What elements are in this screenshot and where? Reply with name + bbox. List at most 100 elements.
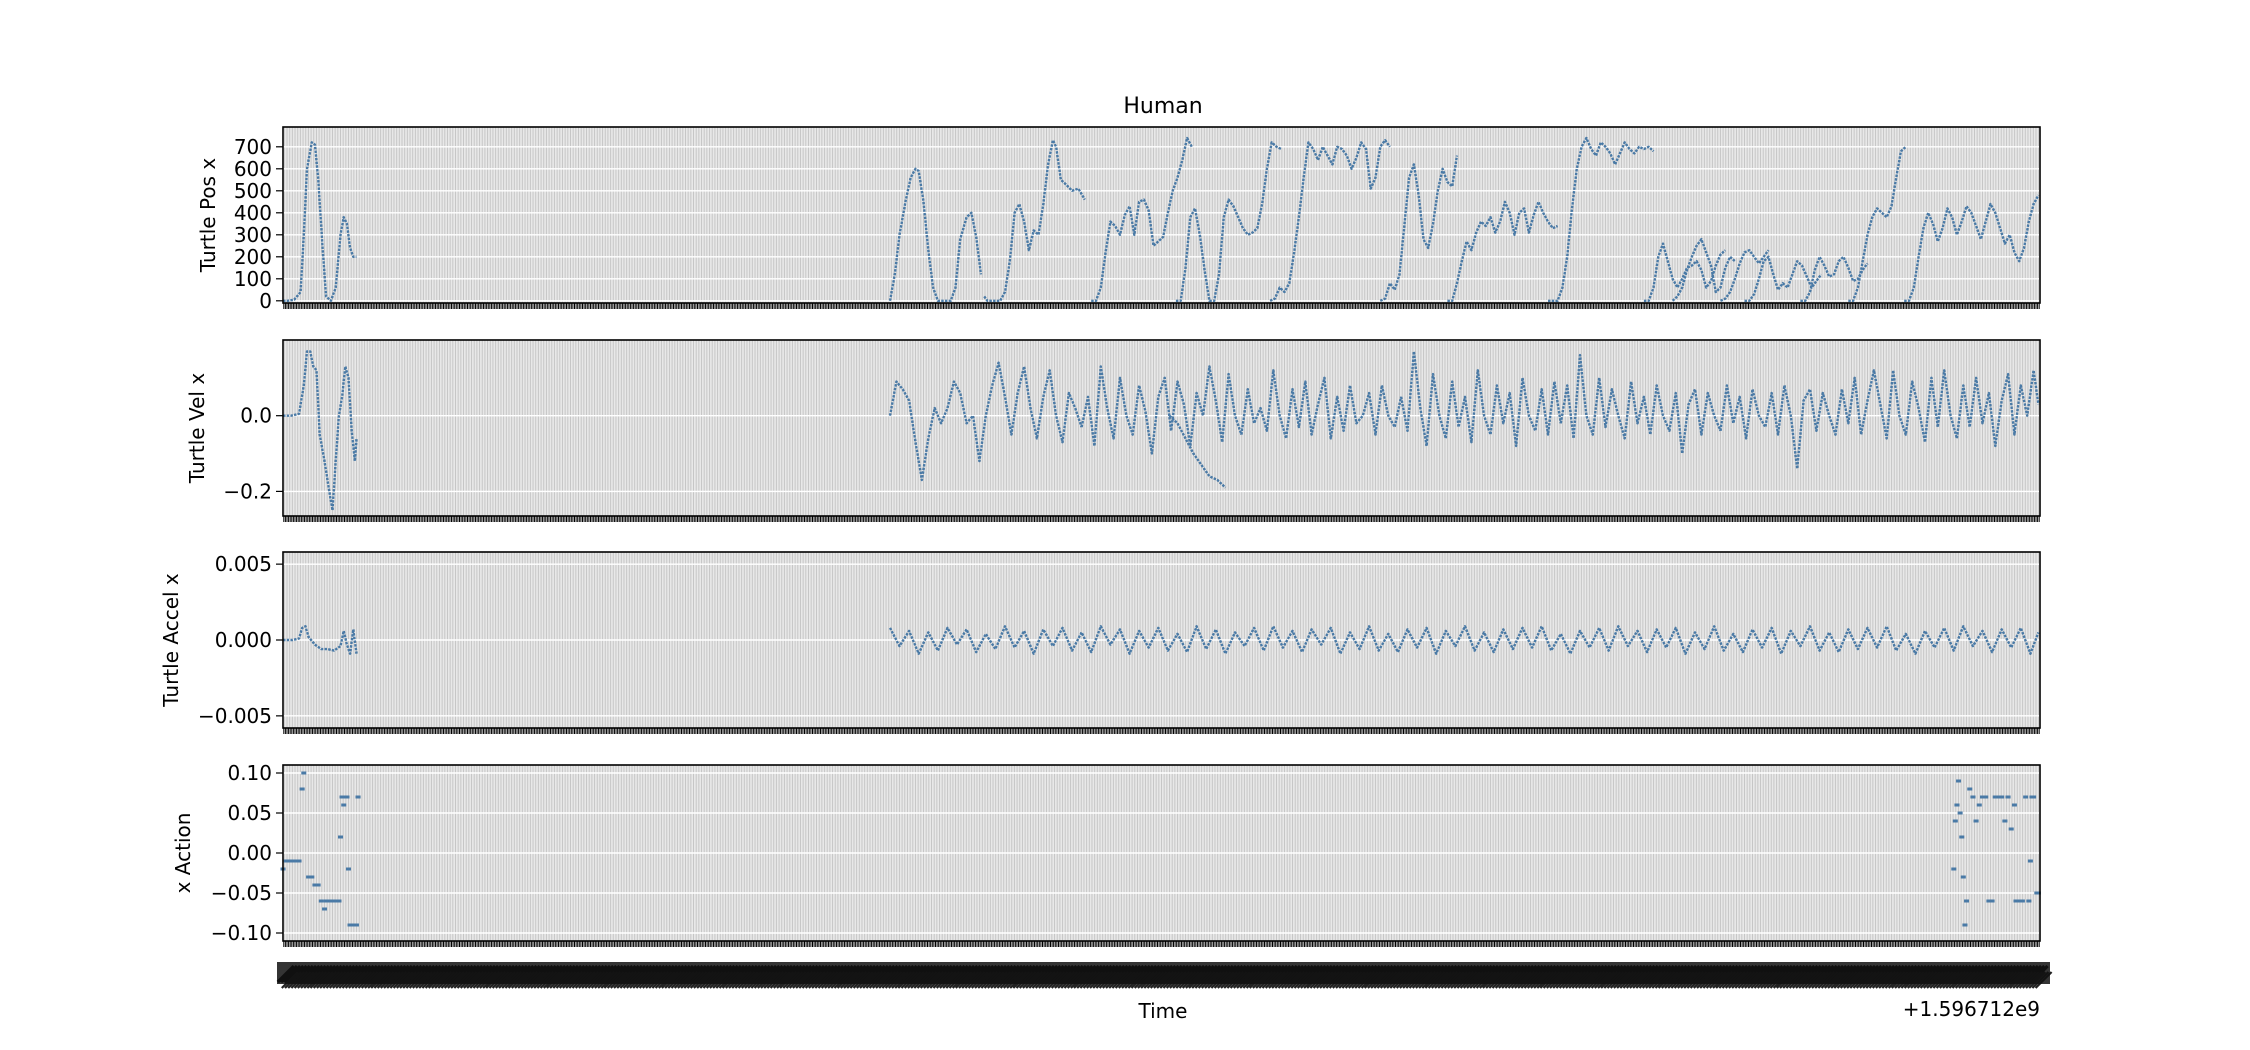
data-series-line [1744,255,1823,302]
subplot-4: −0.10 −0.05 0.00 0.05 0.10 x Action [171,761,2041,947]
y-tick-label: 100 [234,267,272,291]
y-axis-label: Turtle Pos x [196,158,220,274]
y-tick-label: 0.005 [215,552,272,576]
data-series-line [1643,242,1727,302]
y-tick-label: 0.05 [227,801,272,825]
data-point [1999,795,2005,799]
axes-frame [282,551,2041,729]
subplot-3: −0.005 0.000 0.005 Turtle Accel x [159,551,2041,734]
data-series-line [888,625,2040,655]
y-tick-label: 300 [234,223,272,247]
data-point [1959,835,1965,839]
data-point [345,867,351,871]
data-series-line [1548,136,1655,302]
data-series-line [1240,369,1403,440]
data-point [2013,899,2019,903]
data-point [2011,803,2017,807]
data-point [301,771,307,775]
data-point [1962,923,1968,927]
data-point [347,923,353,927]
data-point [344,795,350,799]
data-point [2005,795,2011,799]
y-tick-label: 0.10 [227,761,272,785]
data-point [286,859,292,863]
data-point [1960,875,1966,879]
data-point [2008,827,2014,831]
data-series-line [888,167,983,302]
subplot-2: −0.2 0.0 Turtle Vel x [185,339,2041,522]
y-tick-label: 400 [234,201,272,225]
data-point [312,883,318,887]
data-series-line [1719,369,1882,470]
y-tick-label: 200 [234,245,272,269]
data-series-line [283,350,358,512]
y-axis-label: Turtle Accel x [159,573,183,708]
data-series-line [1091,136,1193,302]
x-axis-offset-label: +1.596712e9 [1903,997,2040,1021]
data-series-line [1671,237,1736,302]
x-ticks [283,941,2040,947]
data-point [1995,795,2001,799]
data-point [338,835,344,839]
data-point [1986,899,1992,903]
data-series-line [1269,138,1391,302]
data-point [283,859,289,863]
data-series-line [1175,141,1282,302]
data-series-line [1447,200,1559,302]
data-point [1983,795,1989,799]
y-tick-label: −0.05 [211,881,272,905]
data-point [2027,859,2033,863]
data-point [2019,899,2025,903]
y-tick-label: 0 [259,289,272,313]
data-point [1967,787,1973,791]
y-axis-label: Turtle Vel x [185,373,209,484]
data-point [318,899,324,903]
data-series-line [1168,414,1227,489]
data-point [2035,891,2041,895]
data-point [341,803,347,807]
y-axis-label: x Action [171,813,195,894]
data-point [309,875,315,879]
axes-frame [282,764,2041,942]
data-series-line [1848,145,1907,302]
data-point [293,859,299,863]
axes-frame [282,339,2041,517]
data-point [1989,899,1995,903]
plot-area [283,127,2040,303]
data-point [1976,803,1982,807]
data-series-line [1080,365,1243,455]
data-point [2026,899,2032,903]
data-point [1979,795,1985,799]
data-point [1954,803,1960,807]
x-ticks [283,516,2040,522]
data-point [350,923,356,927]
data-point [2023,795,2029,799]
data-point [1964,899,1970,903]
x-ticks [283,303,2040,309]
data-point [322,907,328,911]
y-tick-label: 0.0 [240,404,272,428]
data-point [306,875,312,879]
data-series-line [1904,194,2040,302]
data-series-line [983,138,1086,302]
plot-area [283,340,2040,516]
data-point [1957,811,1963,815]
data-point [333,899,339,903]
data-point [1951,867,1957,871]
y-tick-label: −0.2 [223,479,272,503]
data-point [336,899,342,903]
y-tick-label: −0.10 [211,921,272,945]
data-point [1956,779,1962,783]
data-series-line [283,141,357,302]
data-series-line [1720,248,1770,302]
data-point [1973,819,1979,823]
data-point [330,899,336,903]
y-tick-label: 700 [234,135,272,159]
axes-frame [282,126,2041,304]
data-point [2016,899,2022,903]
y-tick-label: 0.000 [215,628,272,652]
data-series-line [1800,255,1869,302]
x-tick-label-block [277,962,2050,984]
